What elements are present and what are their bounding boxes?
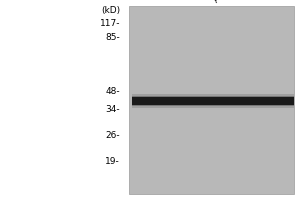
Text: 48-: 48- <box>105 88 120 97</box>
Text: 34-: 34- <box>105 105 120 114</box>
Bar <box>132 94 294 108</box>
Text: A549: A549 <box>212 0 234 4</box>
Text: 26-: 26- <box>105 131 120 140</box>
Text: 85-: 85- <box>105 32 120 42</box>
Text: (kD): (kD) <box>101 6 120 16</box>
Text: 19-: 19- <box>105 156 120 166</box>
Text: 117-: 117- <box>100 19 120 27</box>
Bar <box>129 6 294 194</box>
Bar <box>132 96 294 106</box>
Bar <box>132 97 294 105</box>
